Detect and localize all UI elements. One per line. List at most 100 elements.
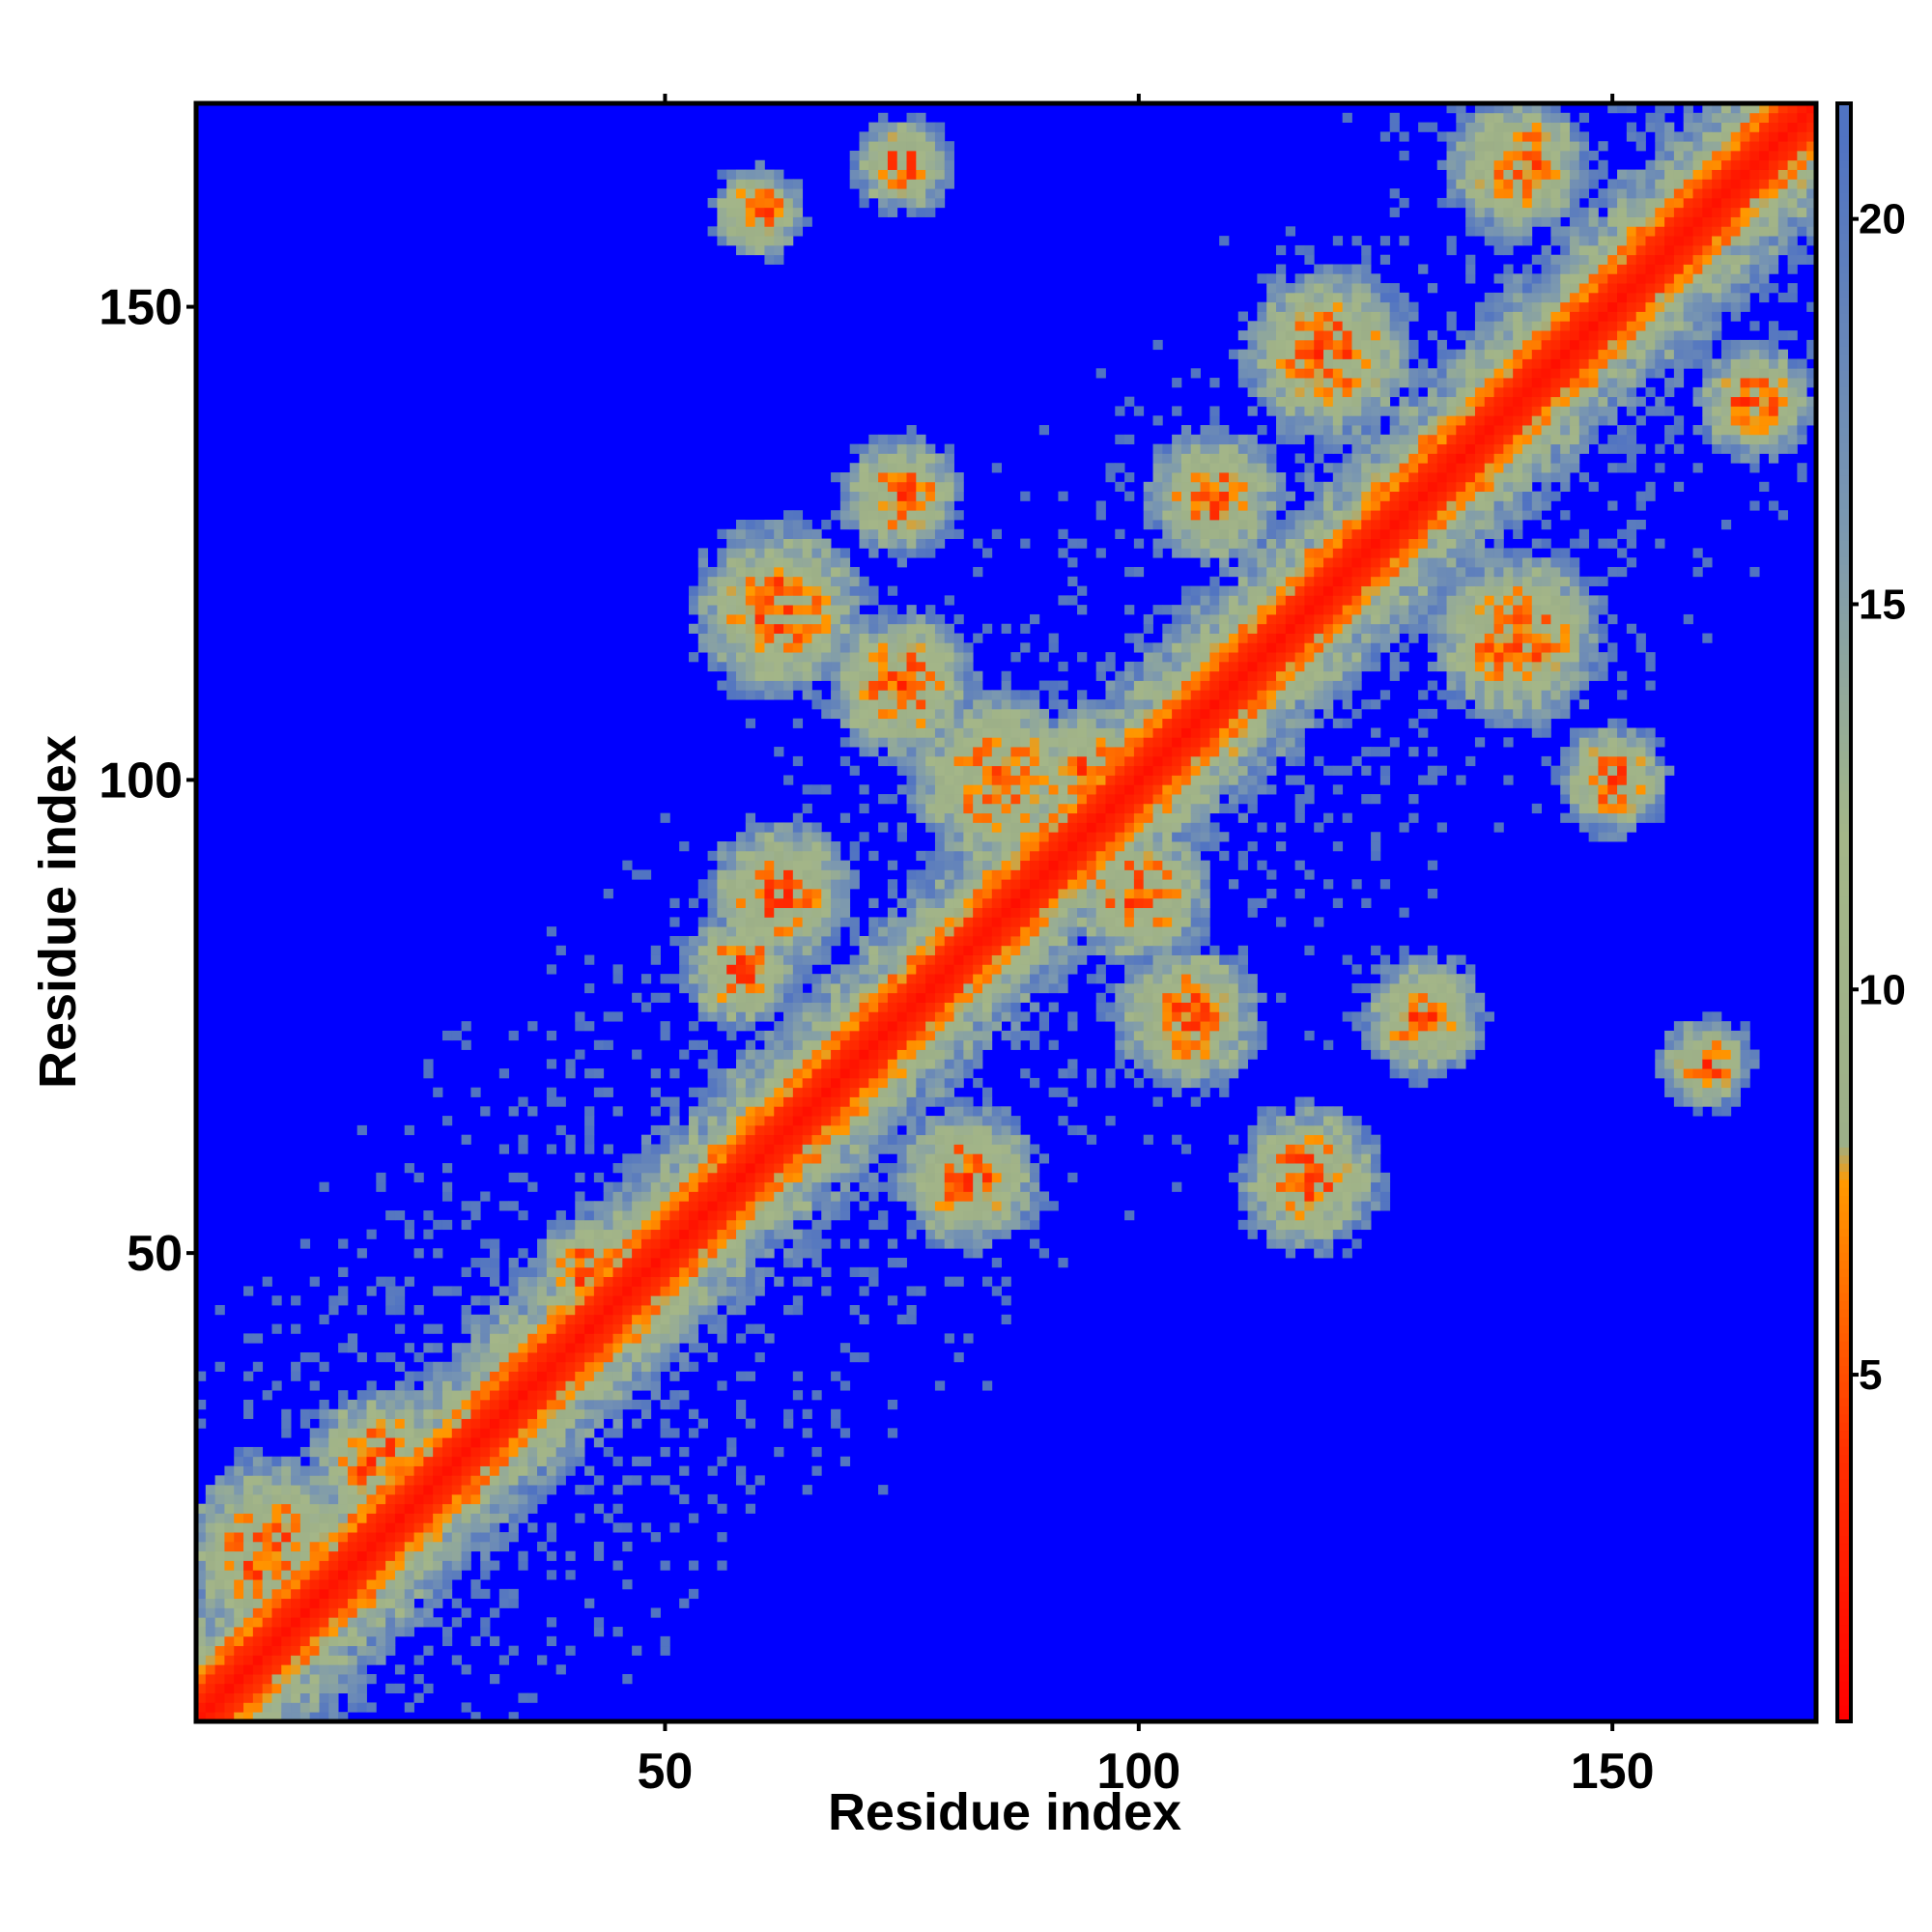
heatmap-cell <box>916 935 926 947</box>
heatmap-cell <box>404 1503 414 1514</box>
heatmap-cell <box>726 1210 737 1221</box>
heatmap-cell <box>688 1106 699 1117</box>
heatmap-cell <box>413 1560 424 1571</box>
heatmap-cell <box>906 538 917 549</box>
heatmap-cell <box>555 1343 566 1353</box>
heatmap-cell <box>963 1163 974 1174</box>
heatmap-cell <box>1133 690 1145 700</box>
heatmap-cell <box>774 1163 784 1174</box>
heatmap-cell <box>707 907 718 918</box>
heatmap-cell <box>243 1607 254 1618</box>
heatmap-cell <box>1030 917 1040 927</box>
heatmap-cell <box>271 1465 282 1476</box>
heatmap-cell <box>338 1408 349 1419</box>
heatmap-cell <box>754 897 765 909</box>
heatmap-cell <box>859 982 869 994</box>
heatmap-cell <box>934 889 946 899</box>
heatmap-cell <box>916 992 926 1003</box>
heatmap-cell <box>973 1106 983 1117</box>
heatmap-cell <box>868 528 879 539</box>
heatmap-cell <box>575 1323 585 1334</box>
heatmap-cell <box>413 1522 424 1533</box>
heatmap-cell <box>821 935 832 947</box>
heatmap-cell <box>707 1465 718 1476</box>
heatmap-cell <box>991 879 1002 890</box>
heatmap-cell <box>612 1238 623 1249</box>
heatmap-cell <box>603 1399 613 1410</box>
heatmap-cell <box>878 1002 889 1012</box>
heatmap-cell <box>963 737 974 748</box>
heatmap-cell <box>726 1021 737 1032</box>
heatmap-cell <box>1172 803 1182 814</box>
heatmap-cell <box>498 1323 510 1334</box>
heatmap-cell <box>243 1712 254 1722</box>
heatmap-cell <box>309 1475 320 1486</box>
heatmap-cell <box>821 548 832 558</box>
heatmap-cell <box>669 935 680 947</box>
heatmap-cell <box>916 1219 926 1231</box>
heatmap-cell <box>887 1172 898 1183</box>
heatmap-cell <box>1038 755 1050 767</box>
heatmap-cell <box>1152 339 1163 351</box>
heatmap-cell <box>736 1134 747 1145</box>
heatmap-cell <box>1086 1077 1097 1089</box>
heatmap-cell <box>963 1219 974 1231</box>
heatmap-cell <box>612 1343 623 1353</box>
heatmap-cell <box>745 964 756 975</box>
heatmap-cell <box>1030 812 1040 823</box>
heatmap-cell <box>811 1201 822 1211</box>
heatmap-cell <box>1010 879 1021 890</box>
heatmap-cell <box>726 623 737 634</box>
heatmap-cell <box>1162 897 1173 909</box>
heatmap-cell <box>849 1134 860 1145</box>
heatmap-cell <box>1133 765 1145 776</box>
heatmap-cell <box>593 1437 605 1448</box>
heatmap-cell <box>821 557 832 568</box>
heatmap-cell <box>1162 1021 1173 1032</box>
heatmap-cell <box>490 1305 500 1316</box>
heatmap-cell <box>1001 1172 1011 1183</box>
heatmap-cell <box>934 1163 946 1174</box>
heatmap-cell <box>688 992 699 1003</box>
heatmap-cell <box>887 122 898 132</box>
heatmap-cell <box>754 576 765 586</box>
heatmap-cell <box>518 1266 528 1278</box>
heatmap-cell <box>963 1153 974 1164</box>
heatmap-cell <box>650 1153 661 1164</box>
heatmap-cell <box>707 1493 718 1505</box>
heatmap-cell <box>916 680 926 691</box>
heatmap-cell <box>688 1428 699 1438</box>
heatmap-cell <box>811 879 822 890</box>
heatmap-cell <box>783 197 794 209</box>
heatmap-cell <box>973 964 983 975</box>
heatmap-cell <box>1086 755 1097 767</box>
heatmap-cell <box>916 812 926 823</box>
heatmap-cell <box>792 718 804 728</box>
heatmap-cell <box>697 974 708 984</box>
heatmap-cell <box>916 1153 926 1164</box>
heatmap-cell <box>433 1493 443 1505</box>
heatmap-cell <box>1162 954 1173 965</box>
heatmap-cell <box>726 974 737 984</box>
heatmap-cell <box>745 1295 756 1306</box>
heatmap-cell <box>1038 803 1050 814</box>
heatmap-cell <box>1058 747 1068 757</box>
heatmap-cell <box>262 1390 272 1401</box>
heatmap-cell <box>537 1408 548 1419</box>
heatmap-cell <box>640 1286 652 1296</box>
heatmap-cell <box>953 528 964 539</box>
heatmap-cell <box>811 784 822 795</box>
heatmap-cell <box>376 1588 386 1600</box>
heatmap-cell <box>622 1181 633 1192</box>
heatmap-cell <box>1001 964 1011 975</box>
heatmap-cell <box>328 1305 339 1316</box>
heatmap-cell <box>1030 889 1040 899</box>
heatmap-cell <box>347 1550 358 1561</box>
heatmap-cell <box>726 907 737 918</box>
heatmap-cell <box>925 992 936 1003</box>
heatmap-cell <box>508 1333 519 1344</box>
heatmap-cell <box>973 1116 983 1126</box>
heatmap-cell <box>404 1598 414 1608</box>
heatmap-cell <box>1095 775 1106 785</box>
heatmap-cell <box>792 179 804 189</box>
